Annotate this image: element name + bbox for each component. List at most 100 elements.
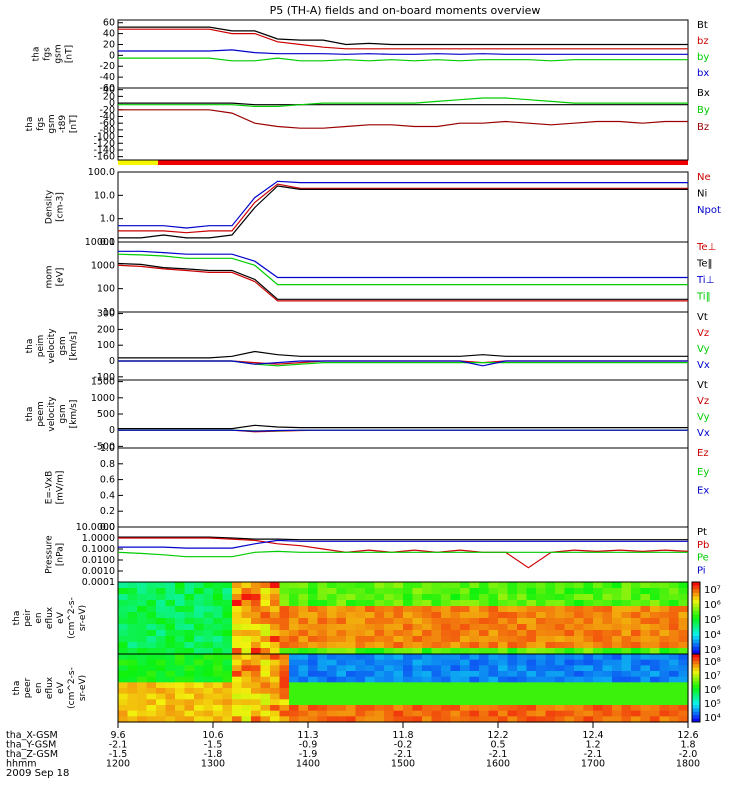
date-label: 2009 Sep 18 — [6, 768, 69, 779]
spectrogram-cell — [403, 693, 414, 700]
spectrogram-cell — [327, 671, 338, 678]
spectrogram-cell — [355, 636, 366, 643]
spectrogram-cell — [251, 699, 262, 706]
spectrogram-cell — [355, 710, 366, 717]
spectrogram-cell — [203, 705, 214, 712]
spectrogram-cell — [336, 676, 347, 683]
spectrogram-cell — [308, 636, 319, 643]
spectrogram-cell — [602, 594, 613, 601]
spectrogram-cell — [137, 665, 148, 672]
spectrogram-cell — [222, 654, 233, 661]
spectrogram-cell — [279, 648, 290, 655]
spectrogram-cell — [422, 582, 433, 589]
spectrogram-cell — [469, 716, 480, 723]
spectrogram-cell — [137, 588, 148, 595]
spectrogram-cell — [507, 699, 518, 706]
spectrogram-cell — [270, 630, 281, 637]
spectrogram-cell — [156, 699, 167, 706]
spectrogram-cell — [393, 636, 404, 643]
spectrogram-cell — [545, 710, 556, 717]
spectrogram-cell — [222, 705, 233, 712]
spectrogram-cell — [574, 688, 585, 695]
spectrogram-cell — [336, 582, 347, 589]
spectrogram-cell — [659, 642, 670, 649]
spectrogram-cell — [222, 612, 233, 619]
spectrogram-cell — [279, 582, 290, 589]
spectrogram-cell — [327, 716, 338, 723]
spectrogram-cell — [175, 676, 186, 683]
spectrogram-cell — [669, 582, 680, 589]
spectrogram-cell — [270, 705, 281, 712]
x-axis-labels: tha_X-GSM 9.6 10.6 11.3 11.8 12.2 12.4 12.6tha_… — [6, 722, 700, 770]
legend-label: Pb — [697, 540, 709, 551]
colorbar-cell — [692, 667, 700, 672]
spectrogram-cell — [488, 699, 499, 706]
spectrogram-cell — [127, 665, 138, 672]
spectrogram-cell — [403, 705, 414, 712]
spectrogram-cell — [545, 606, 556, 613]
colorbar-cell — [692, 715, 700, 720]
ytick-label: 0.6 — [100, 475, 115, 486]
colorbar-cell — [692, 660, 700, 665]
spectrogram-cell — [118, 606, 129, 613]
spectrogram-cell — [165, 710, 176, 717]
spectrogram-cell — [488, 676, 499, 683]
ylabel-line: gsm — [58, 404, 68, 423]
ylabel-line: fgs — [36, 117, 46, 131]
spectrogram-cell — [412, 659, 423, 666]
series-line-Bz — [118, 109, 688, 129]
colorbar-cell — [692, 691, 700, 696]
spectrogram-cell — [669, 606, 680, 613]
spectrogram-cell — [222, 676, 233, 683]
spectrogram-cell — [498, 594, 509, 601]
spectrogram-cell — [393, 688, 404, 695]
spectrogram-cell — [659, 600, 670, 607]
spectrogram-cell — [232, 600, 243, 607]
spectrogram-cell — [222, 594, 233, 601]
spectrogram-cell — [621, 606, 632, 613]
spectrogram-cell — [137, 624, 148, 631]
legend-label: Ti‖ — [696, 292, 711, 303]
xaxis-value: 12.6 — [677, 730, 698, 741]
ylabel-line: [mV/m] — [56, 471, 66, 505]
spectrogram-cell — [203, 582, 214, 589]
spectrogram-cell — [460, 588, 471, 595]
spectrogram-cell — [393, 606, 404, 613]
spectrogram-cell — [308, 659, 319, 666]
spectrogram-cell — [507, 710, 518, 717]
spectrogram-cell — [555, 624, 566, 631]
spectrogram-cell — [251, 618, 262, 625]
spectrogram-cell — [412, 624, 423, 631]
spectrogram-cell — [479, 618, 490, 625]
spectrogram-cell — [441, 682, 452, 689]
spectrogram-cell — [260, 671, 271, 678]
spectrogram-cell — [232, 618, 243, 625]
spectrogram-cell — [298, 612, 309, 619]
spectrogram-cell — [384, 654, 395, 661]
spectrogram-cell — [422, 606, 433, 613]
spectrogram-cell — [213, 624, 224, 631]
spectrogram-cell — [251, 642, 262, 649]
panel-ylabel: thapeirenefluxeV(cm^2-s-sr-eV) — [12, 597, 88, 639]
spectrogram-cell — [602, 699, 613, 706]
spectrogram-cell — [450, 612, 461, 619]
spectrogram-cell — [355, 659, 366, 666]
spectrogram-cell — [279, 682, 290, 689]
spectrogram-cell — [289, 618, 300, 625]
spectrogram-cell — [374, 688, 385, 695]
spectrogram-cell — [118, 582, 129, 589]
spectrogram-cell — [631, 582, 642, 589]
spectrogram-cell — [346, 582, 357, 589]
spectrogram-cell — [336, 688, 347, 695]
ytick-label: -500 — [93, 441, 115, 452]
spectrogram-cell — [564, 665, 575, 672]
spectrogram-cell — [441, 612, 452, 619]
spectrogram-cell — [118, 705, 129, 712]
spectrogram-cell — [621, 676, 632, 683]
spectrogram-cell — [279, 618, 290, 625]
spectrogram-cell — [593, 716, 604, 723]
legend-label: Bx — [697, 88, 710, 99]
spectrogram-cell — [621, 699, 632, 706]
spectrogram-cell — [441, 699, 452, 706]
spectrogram-cell — [279, 710, 290, 717]
